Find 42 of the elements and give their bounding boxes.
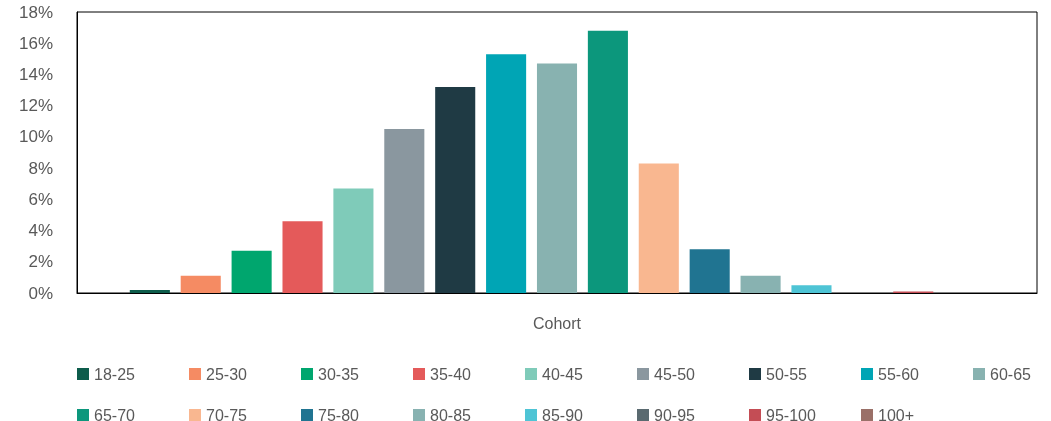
- legend-label: 35-40: [430, 365, 472, 383]
- y-tick-label: 14%: [18, 64, 53, 84]
- y-tick-label: 4%: [28, 221, 53, 241]
- bar: [536, 63, 578, 293]
- legend-label: 60-65: [990, 365, 1032, 383]
- bar: [384, 129, 425, 293]
- bar: [282, 221, 323, 293]
- legend-label: 75-80: [318, 406, 360, 421]
- bar: [791, 285, 832, 293]
- legend-label: 50-55: [766, 365, 808, 383]
- bar: [333, 188, 374, 293]
- legend-label: 95-100: [766, 406, 816, 421]
- legend-label: 70-75: [206, 406, 248, 421]
- y-tick-label: 16%: [18, 33, 53, 53]
- legend-label: 25-30: [206, 365, 248, 383]
- legend-label: 30-35: [318, 365, 360, 383]
- legend-label: 45-50: [654, 365, 696, 383]
- bar: [435, 86, 476, 293]
- y-tick-label: 8%: [28, 158, 53, 178]
- y-tick-label: 2%: [28, 252, 53, 272]
- legend-label: 85-90: [542, 406, 584, 421]
- bar: [129, 289, 170, 293]
- bar: [180, 275, 221, 293]
- bar: [587, 30, 628, 293]
- y-tick-label: 12%: [18, 96, 53, 116]
- x-axis-title: Cohort: [532, 314, 582, 332]
- legend-label: 18-25: [94, 365, 136, 383]
- bar: [486, 54, 527, 293]
- y-tick-label: 6%: [28, 189, 53, 209]
- legend-label: 40-45: [542, 365, 584, 383]
- legend-label: 65-70: [94, 406, 136, 421]
- y-tick-label: 0%: [28, 283, 53, 303]
- legend-label: 80-85: [430, 406, 472, 421]
- bar: [689, 249, 730, 293]
- bar: [638, 163, 679, 293]
- y-tick-label: 18%: [18, 2, 53, 22]
- bar: [231, 250, 272, 293]
- legend-label: 90-95: [654, 406, 696, 421]
- y-tick-label: 10%: [18, 127, 53, 147]
- legend-label: 100+: [878, 406, 915, 421]
- legend-label: 55-60: [878, 365, 920, 383]
- bar: [740, 275, 781, 293]
